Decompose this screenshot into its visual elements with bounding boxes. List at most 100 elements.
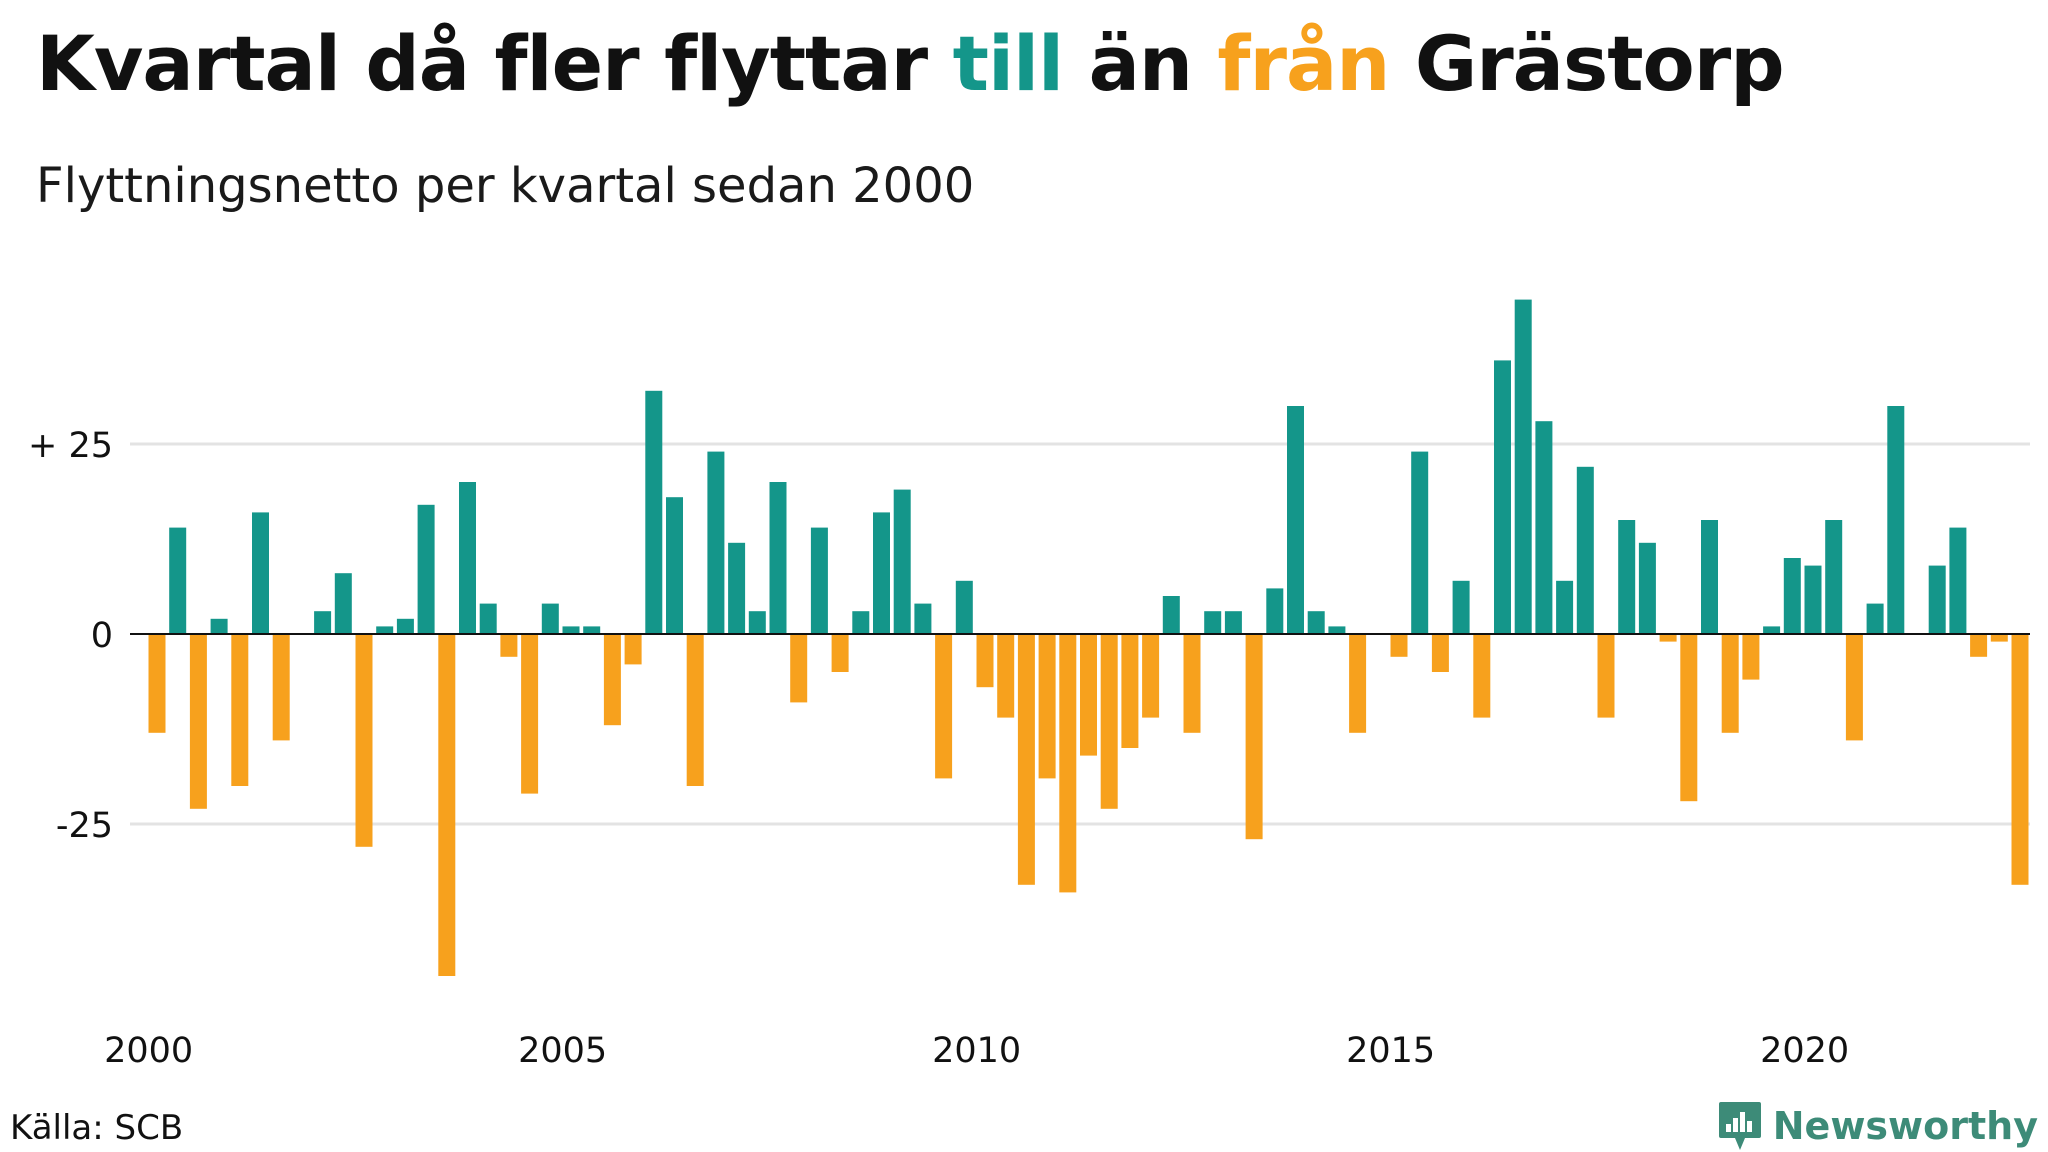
bar-negative: [976, 634, 994, 688]
bar-positive: [1887, 406, 1905, 634]
bar-positive: [1763, 626, 1781, 634]
bar-positive: [1949, 527, 1967, 634]
y-tick-label: 0: [91, 616, 113, 656]
bar-positive: [769, 482, 787, 634]
bar-positive: [1514, 299, 1532, 634]
bar-negative: [438, 634, 456, 976]
bar-positive: [1266, 588, 1284, 634]
bar-negative: [1597, 634, 1615, 718]
newsworthy-logo[interactable]: Newsworthy: [1717, 1100, 2038, 1152]
title-part-middle: än: [1063, 19, 1218, 108]
bar-negative: [935, 634, 953, 779]
bar-positive: [1287, 406, 1304, 634]
bar-positive: [1452, 580, 1470, 634]
x-tick-label: 2010: [932, 1031, 1021, 1071]
bar-positive: [893, 489, 911, 634]
bar-positive: [1224, 611, 1242, 634]
bar-positive: [707, 451, 725, 634]
bar-negative: [1845, 634, 1863, 741]
bar-positive: [583, 626, 601, 634]
y-tick-label: + 25: [28, 426, 113, 466]
bar-positive: [1928, 565, 1946, 634]
newsworthy-logo-icon: [1718, 1102, 1761, 1150]
bar-negative: [1059, 634, 1077, 893]
bar-negative: [1970, 634, 1988, 657]
bar-negative: [1721, 634, 1739, 733]
title-part-end: Grästorp: [1389, 19, 1785, 108]
bar-positive: [1638, 542, 1656, 634]
bar-negative: [231, 634, 249, 786]
bar-positive: [873, 512, 890, 634]
bar-negative: [148, 634, 166, 733]
bar-negative: [189, 634, 207, 809]
bar-negative: [1659, 634, 1677, 642]
title-highlight-till: till: [952, 19, 1064, 108]
bar-negative: [2011, 634, 2029, 885]
bars: [148, 299, 2029, 976]
bar-negative: [1431, 634, 1449, 672]
bar-positive: [562, 626, 580, 634]
bar-negative: [831, 634, 849, 672]
x-tick-label: 2005: [518, 1031, 607, 1071]
bar-positive: [252, 512, 269, 634]
bar-negative: [1990, 634, 2008, 642]
x-tick-label: 2020: [1760, 1031, 1849, 1071]
bar-negative: [997, 634, 1015, 718]
bar-negative: [1742, 634, 1760, 680]
bar-negative: [624, 634, 642, 665]
chart-subtitle: Flyttningsnetto per kvartal sedan 2000: [36, 158, 975, 214]
bar-positive: [1494, 360, 1511, 634]
bar-positive: [1204, 611, 1222, 634]
bar-negative: [1245, 634, 1263, 840]
bar-positive: [210, 618, 228, 634]
bar-positive: [914, 603, 932, 634]
bar-positive: [1535, 421, 1553, 634]
bar-negative: [500, 634, 518, 657]
bar-positive: [376, 626, 394, 634]
bar-negative: [1100, 634, 1118, 809]
bar-negative: [790, 634, 808, 703]
y-axis-labels: + 25 0 -25: [28, 426, 113, 846]
bar-positive: [1701, 520, 1718, 634]
bar-positive: [396, 618, 414, 634]
bar-negative: [1680, 634, 1698, 802]
bar-positive: [1411, 451, 1429, 634]
bar-positive: [1162, 596, 1180, 634]
bar-positive: [1866, 603, 1884, 634]
logo-text: Newsworthy: [1772, 1104, 2038, 1148]
bar-positive: [728, 542, 746, 634]
bar-positive: [1576, 466, 1594, 634]
x-tick-label: 2015: [1346, 1031, 1435, 1071]
x-tick-label: 2000: [104, 1031, 193, 1071]
bar-positive: [1556, 580, 1574, 634]
bar-negative: [1017, 634, 1035, 885]
bar-positive: [1328, 626, 1346, 634]
bar-positive: [1804, 565, 1822, 634]
title-part-start: Kvartal då fler flyttar: [36, 19, 953, 108]
source-note: Källa: SCB: [10, 1108, 184, 1148]
bar-positive: [314, 611, 332, 634]
title-highlight-fran: från: [1217, 19, 1390, 108]
bar-negative: [1473, 634, 1491, 718]
bar-negative: [272, 634, 290, 741]
x-axis-labels: 2000 2005 2010 2015 2020: [104, 1031, 1849, 1071]
bar-positive: [541, 603, 559, 634]
bar-positive: [1825, 520, 1843, 634]
bar-positive: [479, 603, 497, 634]
bar-negative: [1142, 634, 1160, 718]
bar-negative: [1080, 634, 1097, 756]
bar-negative: [1390, 634, 1408, 657]
bar-negative: [521, 634, 539, 794]
bar-negative: [1349, 634, 1367, 733]
bar-negative: [1038, 634, 1056, 779]
y-tick-label: -25: [56, 806, 113, 846]
bar-positive: [852, 611, 870, 634]
bar-positive: [169, 527, 187, 634]
bar-positive: [459, 482, 476, 634]
bar-positive: [417, 504, 435, 634]
bar-negative: [1183, 634, 1201, 733]
bar-positive: [666, 497, 683, 634]
bar-negative: [686, 634, 704, 786]
bar-positive: [1783, 558, 1801, 634]
